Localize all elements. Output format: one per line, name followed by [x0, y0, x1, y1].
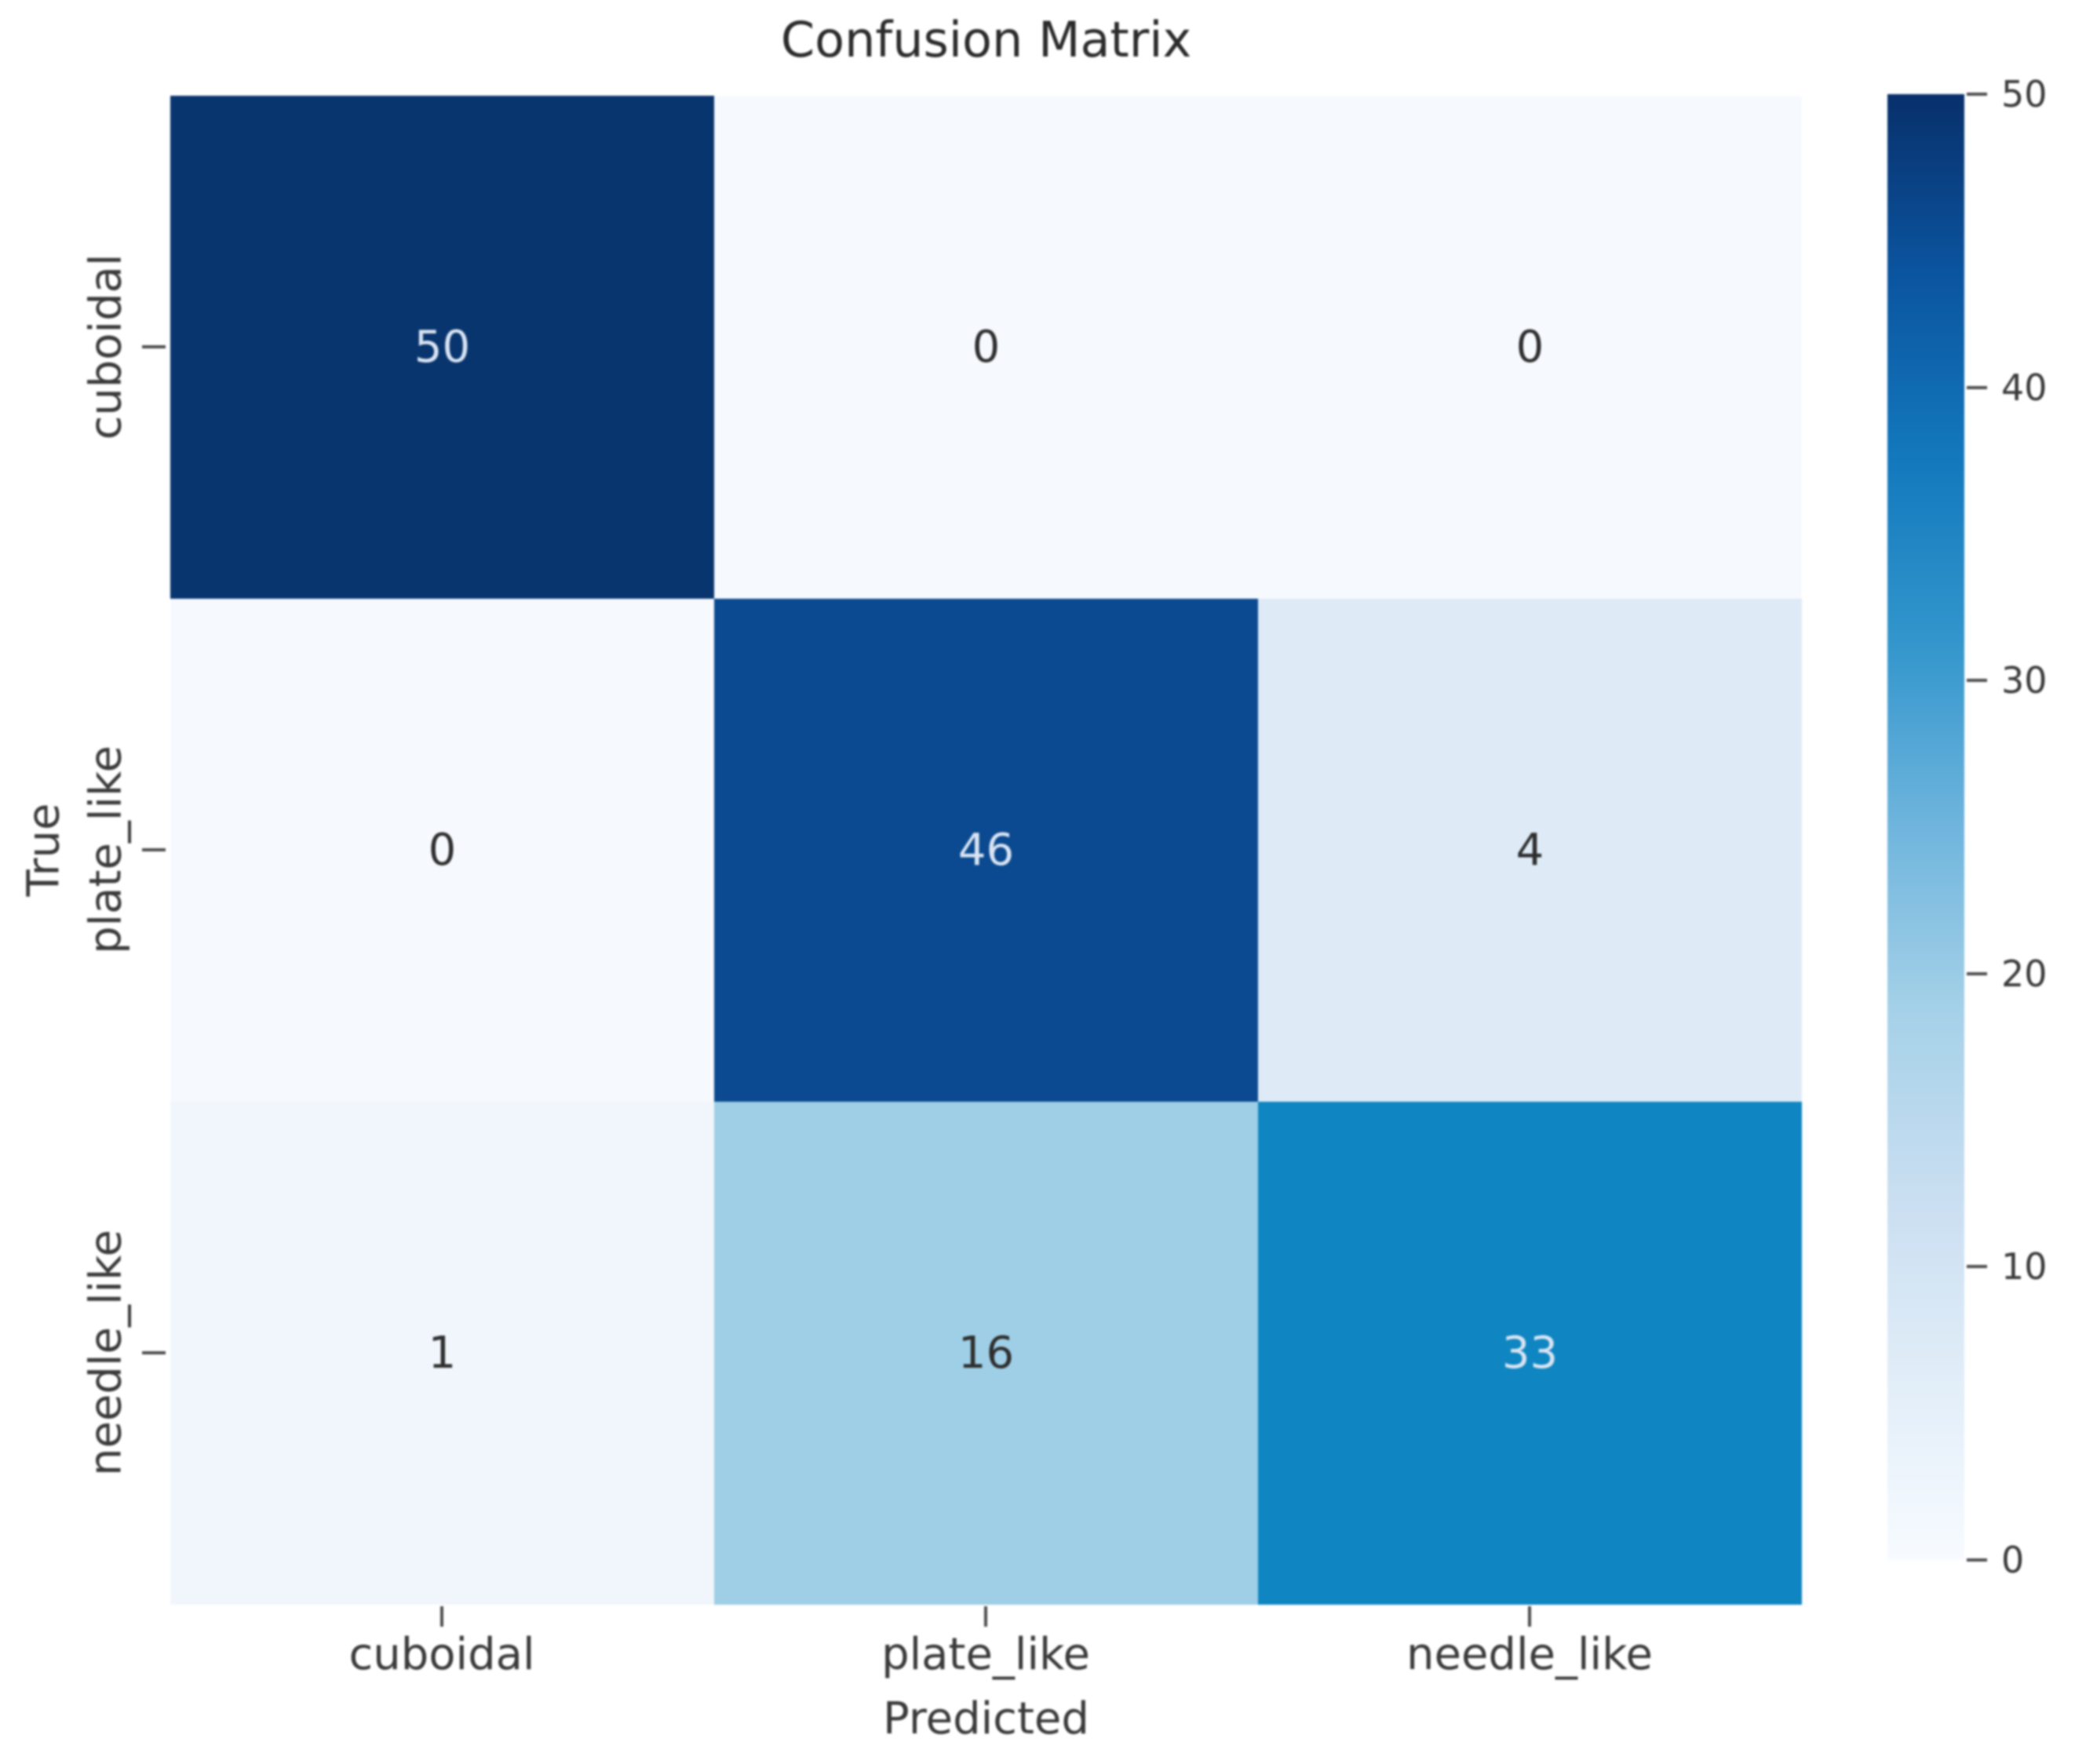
heatmap-cell: 1 — [170, 1102, 714, 1605]
heatmap-cell: 0 — [714, 96, 1258, 599]
y-tick-mark — [142, 848, 166, 851]
colorbar-tick-label: 50 — [2001, 73, 2048, 115]
colorbar-tick-label: 0 — [2001, 1539, 2025, 1581]
y-tick-label-cuboidal: cuboidal — [80, 253, 132, 440]
y-axis-label: True — [18, 803, 70, 897]
colorbar — [1887, 94, 1964, 1560]
heatmap-plot-area: 50 0 0 0 46 4 1 16 33 — [170, 96, 1802, 1605]
x-tick-mark — [440, 1606, 443, 1627]
cell-value: 4 — [1515, 825, 1544, 876]
colorbar-tick-mark — [1967, 1265, 1987, 1268]
x-tick-mark — [1528, 1606, 1531, 1627]
cell-value: 50 — [414, 322, 471, 373]
heatmap-cell: 16 — [714, 1102, 1258, 1605]
heatmap-cell: 50 — [170, 96, 714, 599]
x-tick-label-cuboidal: cuboidal — [348, 1629, 535, 1680]
chart-title: Confusion Matrix — [780, 11, 1192, 68]
colorbar-tick-label: 20 — [2001, 953, 2048, 995]
cell-value: 16 — [957, 1328, 1015, 1379]
heatmap-cell: 0 — [1258, 96, 1802, 599]
colorbar-tick-mark — [1967, 93, 1987, 96]
y-tick-label-plate-like: plate_like — [80, 745, 132, 954]
colorbar-tick-label: 40 — [2001, 366, 2048, 409]
colorbar-tick-label: 10 — [2001, 1245, 2048, 1288]
y-tick-mark — [142, 1351, 166, 1354]
cell-value: 1 — [428, 1328, 457, 1379]
colorbar-tick-mark — [1967, 679, 1987, 682]
colorbar-tick-mark — [1967, 972, 1987, 975]
y-tick-label-needle-like: needle_like — [80, 1230, 132, 1476]
cell-value: 0 — [972, 322, 1001, 373]
heatmap-cell: 4 — [1258, 599, 1802, 1102]
x-tick-label-plate-like: plate_like — [881, 1629, 1090, 1680]
cell-value: 0 — [1515, 322, 1544, 373]
x-tick-mark — [984, 1606, 987, 1627]
cell-value: 33 — [1501, 1328, 1559, 1379]
colorbar-tick-mark — [1967, 1558, 1987, 1562]
colorbar-tick-mark — [1967, 386, 1987, 389]
heatmap-cell: 0 — [170, 599, 714, 1102]
y-tick-mark — [142, 345, 166, 348]
x-tick-label-needle-like: needle_like — [1406, 1629, 1653, 1680]
x-axis-label: Predicted — [883, 1693, 1089, 1744]
heatmap-cell: 46 — [714, 599, 1258, 1102]
cell-value: 0 — [428, 825, 457, 876]
colorbar-tick-label: 30 — [2001, 659, 2048, 702]
cell-value: 46 — [957, 825, 1015, 876]
heatmap-cell: 33 — [1258, 1102, 1802, 1605]
